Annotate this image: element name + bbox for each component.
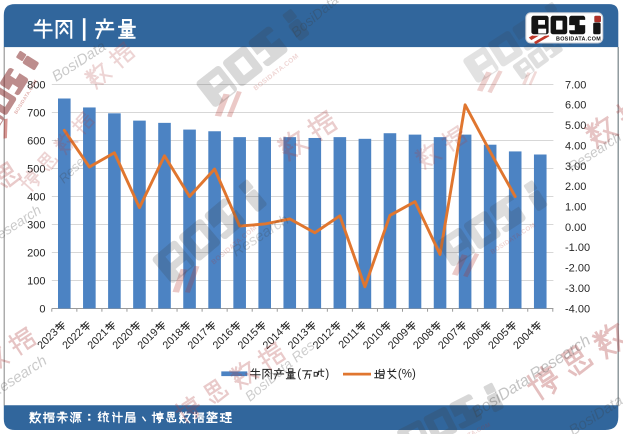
svg-text:200: 200 xyxy=(27,247,45,259)
svg-text:3.00: 3.00 xyxy=(565,161,586,173)
svg-text:6.00: 6.00 xyxy=(565,100,586,112)
svg-text:600: 600 xyxy=(27,135,45,147)
svg-text:5.00: 5.00 xyxy=(565,120,586,132)
svg-text:100: 100 xyxy=(27,275,45,287)
svg-text:4.00: 4.00 xyxy=(565,140,586,152)
svg-text:0: 0 xyxy=(39,303,45,315)
svg-text:800: 800 xyxy=(27,79,45,91)
svg-text:400: 400 xyxy=(27,191,45,203)
svg-text:-1.00: -1.00 xyxy=(565,242,590,254)
svg-text:): ) xyxy=(325,369,329,381)
svg-text:2.00: 2.00 xyxy=(565,181,586,193)
svg-text:-3.00: -3.00 xyxy=(565,283,590,295)
svg-text:7.00: 7.00 xyxy=(565,79,586,91)
svg-text:0.00: 0.00 xyxy=(565,222,586,234)
svg-text:1.00: 1.00 xyxy=(565,201,586,213)
svg-text:-2.00: -2.00 xyxy=(565,263,590,275)
svg-text:700: 700 xyxy=(27,107,45,119)
svg-text:(: ( xyxy=(297,369,301,381)
svg-text:300: 300 xyxy=(27,219,45,231)
svg-text:(%): (%) xyxy=(398,369,416,381)
svg-text:-4.00: -4.00 xyxy=(565,303,590,315)
svg-text:BOSIDATA.COM: BOSIDATA.COM xyxy=(556,37,601,43)
